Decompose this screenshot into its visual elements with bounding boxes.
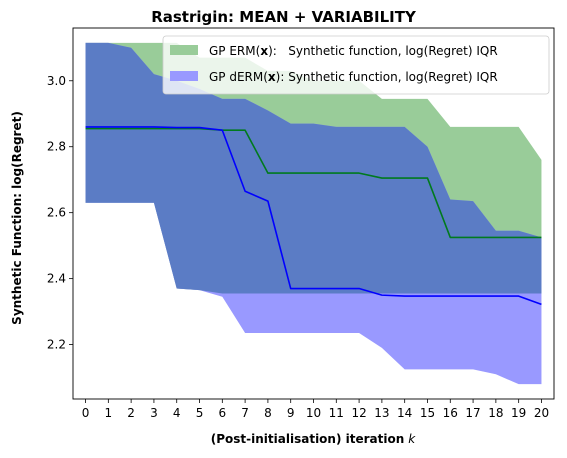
x-tick-label: 2	[127, 406, 135, 420]
legend-entry-gp-derm: GP dERM(x): Synthetic function, log(Regr…	[209, 70, 498, 84]
x-tick-label: 13	[374, 406, 389, 420]
y-tick-label: 2.4	[47, 272, 66, 286]
x-tick-label: 5	[196, 406, 204, 420]
x-tick-label: 11	[329, 406, 344, 420]
x-tick-label: 8	[264, 406, 272, 420]
x-tick-label: 6	[218, 406, 226, 420]
x-axis-label-variable: k	[408, 432, 416, 446]
mean-line-gp-derm	[85, 126, 542, 306]
iqr-band-overlap	[85, 42, 542, 294]
x-tick-label: 3	[150, 406, 158, 420]
x-tick-label: 7	[241, 406, 249, 420]
legend-entry-gp-derm-suffix: ): Synthetic function, log(Regret) IQR	[276, 70, 498, 84]
x-tick-label: 14	[397, 406, 412, 420]
legend-swatch-gp-erm	[170, 45, 198, 55]
y-tick-label: 2.8	[47, 140, 66, 154]
y-axis-ticks: 2.2 2.4 2.6 2.8 3.0	[47, 74, 73, 352]
legend-entry-gp-derm-bold: x	[268, 70, 276, 84]
y-axis-label: Synthetic Function: log(Regret)	[10, 111, 24, 325]
legend-entry-gp-erm-suffix: ): Synthetic function, log(Regret) IQR	[268, 44, 498, 58]
x-tick-label: 19	[511, 406, 526, 420]
x-axis-label-text: (Post-initialisation) iteration	[211, 432, 405, 446]
legend-entry-gp-erm-prefix: GP ERM(	[209, 44, 260, 58]
mean-line-gp-erm	[85, 127, 542, 239]
legend-frame	[162, 35, 550, 95]
legend-entry-gp-derm-prefix: GP dERM(	[209, 70, 268, 84]
x-axis-label: (Post-initialisation) iteration k	[211, 432, 417, 446]
legend: GP ERM(x): Synthetic function, log(Regre…	[162, 35, 550, 95]
mean-lines	[85, 126, 542, 306]
x-tick-label: 15	[420, 406, 435, 420]
x-tick-label: 0	[82, 406, 90, 420]
x-axis-ticks: 0 1 2 3 4 5 6 7 8 9 10 11 12 13 14 15 16 17 18 19 20	[82, 399, 549, 420]
legend-entry-gp-erm: GP ERM(x): Synthetic function, log(Regre…	[209, 44, 498, 58]
x-tick-label: 4	[173, 406, 181, 420]
x-tick-label: 17	[465, 406, 480, 420]
y-tick-label: 2.6	[47, 206, 66, 220]
x-tick-label: 9	[287, 406, 295, 420]
legend-entry-gp-erm-bold: x	[260, 44, 268, 58]
x-tick-label: 1	[105, 406, 113, 420]
x-tick-label: 10	[306, 406, 321, 420]
chart-title: Rastrigin: MEAN + VARIABILITY	[151, 8, 417, 26]
x-tick-label: 18	[488, 406, 503, 420]
x-tick-label: 12	[351, 406, 366, 420]
x-tick-label: 16	[443, 406, 458, 420]
x-tick-label: 20	[534, 406, 549, 420]
y-tick-label: 3.0	[47, 74, 66, 88]
legend-swatch-gp-derm	[170, 71, 198, 81]
y-tick-label: 2.2	[47, 338, 66, 352]
